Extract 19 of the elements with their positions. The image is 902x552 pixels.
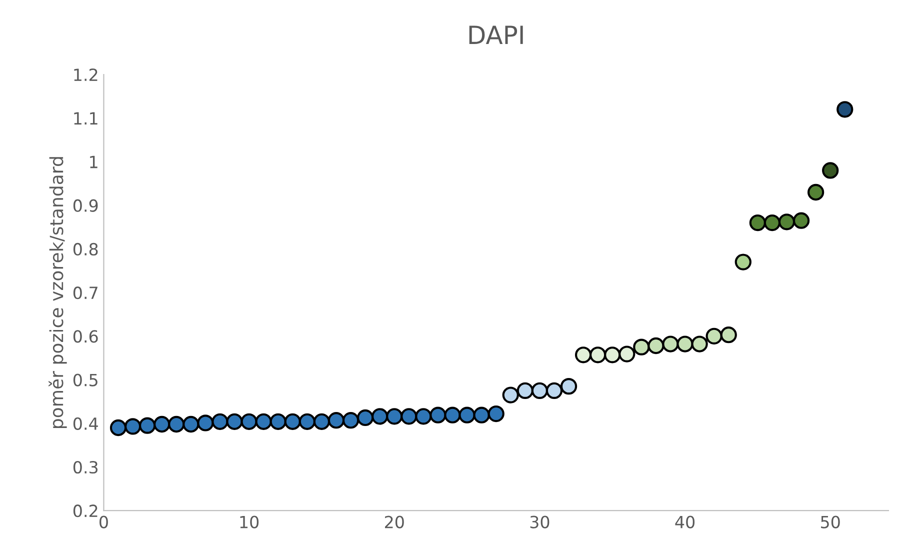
x-tick-label: 20 [384, 516, 404, 528]
y-tick-label: 0.2 [73, 504, 98, 518]
chart-title: DAPI [469, 26, 523, 44]
y-tick-label: 0.4 [73, 417, 98, 430]
x-tick-label: 30 [530, 516, 550, 528]
y-tick-label: 0.5 [73, 374, 98, 386]
y-tick-label: 0.9 [73, 199, 98, 212]
y-axis-title: poměr pozice vzorek/standard [48, 157, 67, 428]
x-tick-label: 10 [240, 516, 259, 528]
y-tick-label: 1.1 [74, 112, 98, 124]
y-tick-label: 0.3 [73, 460, 98, 474]
x-tick-label: 50 [821, 516, 840, 528]
y-tick-label: 1 [90, 156, 98, 168]
y-tick-label: 1.2 [74, 68, 98, 81]
y-tick-label: 0.7 [73, 286, 98, 300]
y-tick-label: 0.6 [73, 330, 98, 343]
x-tick-label: 40 [675, 516, 695, 528]
y-tick-label: 0.8 [73, 242, 98, 256]
x-tick-label: 0 [100, 516, 108, 528]
